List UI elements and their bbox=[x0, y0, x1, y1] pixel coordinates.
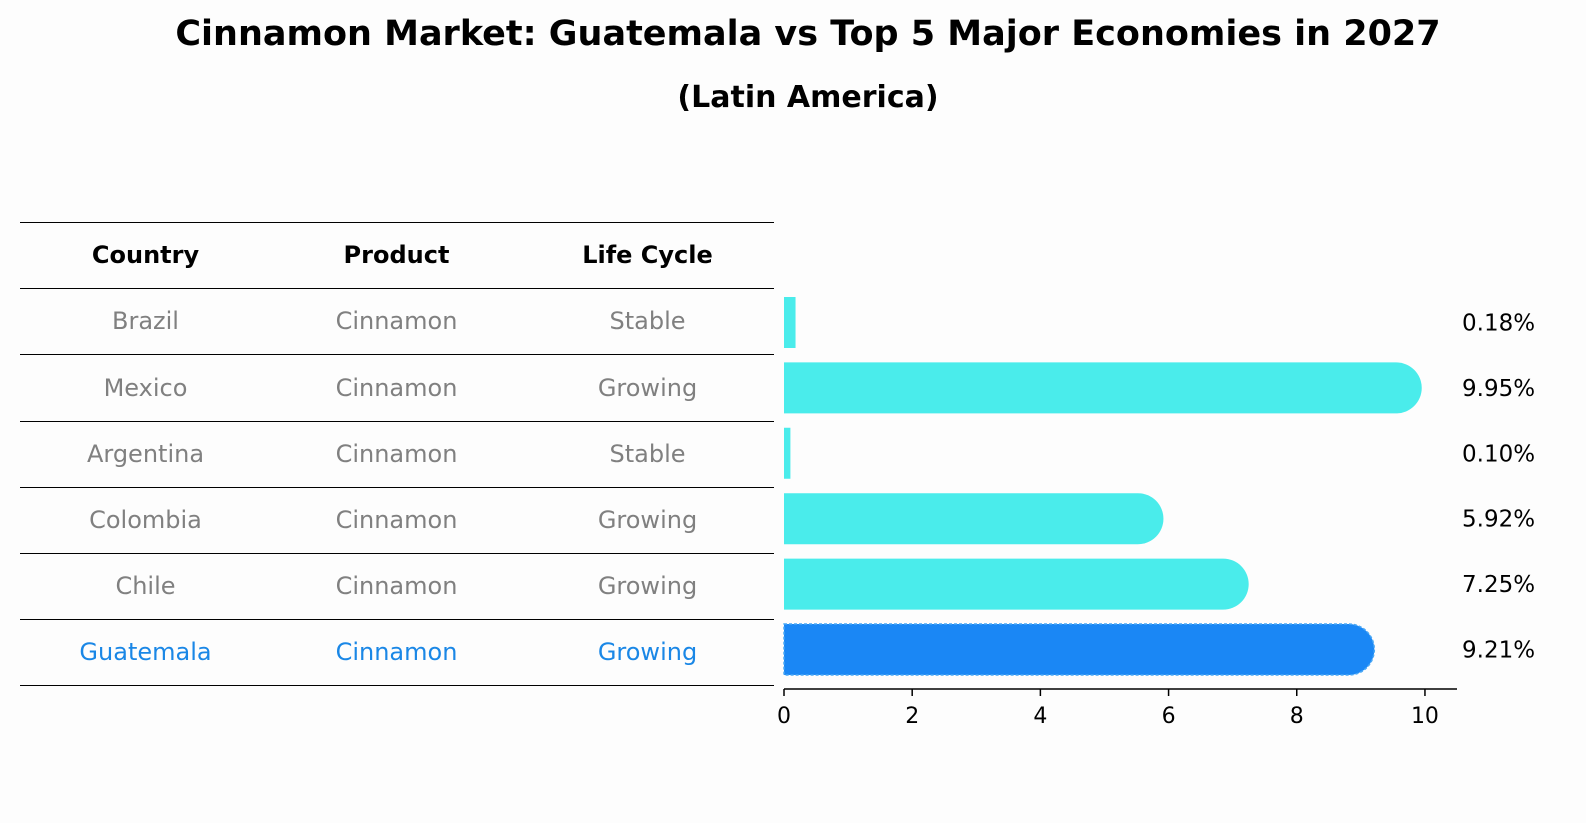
chart-subtitle: (Latin America) bbox=[677, 80, 939, 115]
cell-product: Cinnamon bbox=[335, 439, 458, 468]
cell-country: Brazil bbox=[112, 307, 179, 336]
table-divider bbox=[20, 486, 774, 488]
cell-country: Colombia bbox=[89, 505, 202, 534]
cell-product: Cinnamon bbox=[335, 307, 458, 336]
x-tick-label: 2 bbox=[905, 704, 919, 729]
value-label-colombia: 5.92% bbox=[1462, 507, 1535, 533]
value-label-chile: 7.25% bbox=[1462, 572, 1535, 598]
header-product: Product bbox=[343, 241, 450, 270]
header-country: Country bbox=[91, 241, 200, 270]
table-divider bbox=[20, 685, 774, 687]
table-divider bbox=[20, 222, 774, 223]
table-divider bbox=[20, 553, 774, 554]
bar-guatemala bbox=[783, 623, 1376, 676]
value-label-guatemala: 9.21% bbox=[1462, 638, 1535, 664]
chart-title: Cinnamon Market: Guatemala vs Top 5 Majo… bbox=[175, 14, 1441, 54]
cell-product: Cinnamon bbox=[335, 373, 458, 402]
bar-brazil bbox=[784, 297, 796, 348]
table-divider bbox=[20, 420, 774, 422]
value-label-mexico: 9.95% bbox=[1462, 376, 1535, 402]
bar-mexico bbox=[784, 362, 1422, 414]
table-divider bbox=[20, 288, 774, 290]
cell-country: Chile bbox=[115, 572, 176, 601]
bar-chile bbox=[784, 558, 1249, 610]
x-tick-label: 8 bbox=[1290, 704, 1304, 729]
bar-colombia bbox=[784, 493, 1164, 545]
cell-country: Argentina bbox=[86, 439, 205, 468]
cell-product: Cinnamon bbox=[335, 505, 458, 534]
cell-life-cycle: Growing bbox=[597, 638, 698, 667]
cell-life-cycle: Growing bbox=[597, 373, 698, 402]
table-divider bbox=[20, 619, 774, 621]
value-label-argentina: 0.10% bbox=[1462, 441, 1535, 467]
cell-product: Cinnamon bbox=[335, 572, 458, 601]
value-label-brazil: 0.18% bbox=[1462, 311, 1535, 337]
x-tick-label: 6 bbox=[1162, 704, 1176, 729]
x-tick-label: 10 bbox=[1411, 704, 1439, 729]
table-divider bbox=[20, 354, 774, 356]
header-life-cycle: Life Cycle bbox=[582, 241, 713, 270]
cell-life-cycle: Growing bbox=[597, 505, 698, 534]
cell-life-cycle: Stable bbox=[609, 307, 686, 336]
x-tick-label: 4 bbox=[1033, 704, 1047, 729]
cell-country: Mexico bbox=[103, 373, 188, 402]
bar-argentina bbox=[784, 427, 791, 479]
x-tick-label: 0 bbox=[777, 704, 791, 729]
cell-product: Cinnamon bbox=[335, 638, 458, 667]
cell-life-cycle: Growing bbox=[597, 572, 698, 601]
cell-life-cycle: Stable bbox=[609, 439, 686, 468]
cell-country: Guatemala bbox=[79, 638, 212, 667]
